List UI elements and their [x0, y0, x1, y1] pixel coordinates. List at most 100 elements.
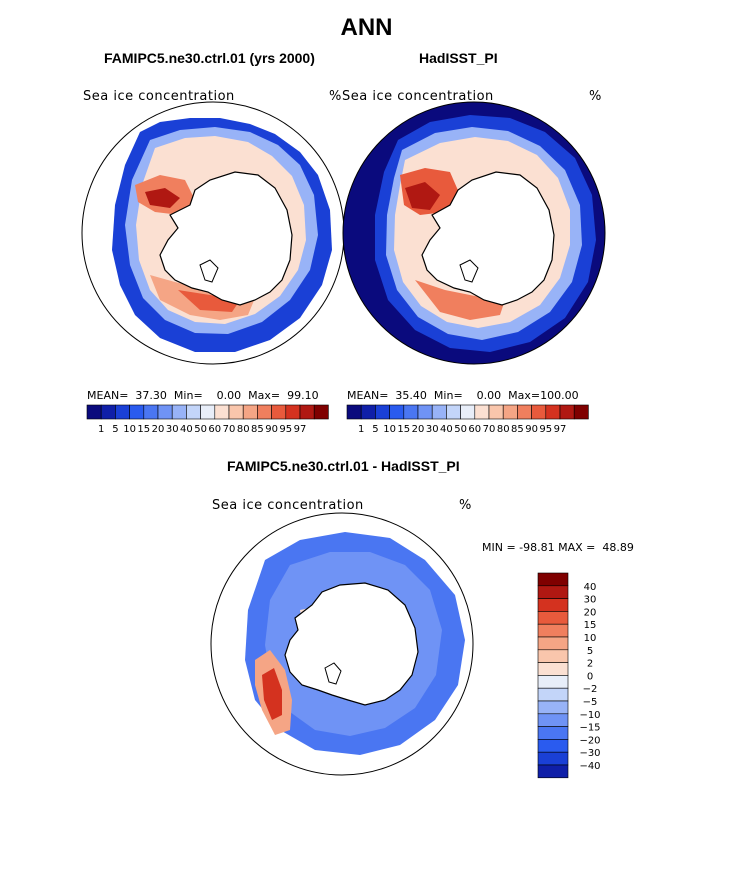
colorbar-swatch	[403, 404, 419, 420]
colorbar-tick-label: 30	[426, 424, 439, 435]
colorbar-tick-label: 2	[587, 659, 593, 670]
colorbar-swatch	[157, 404, 173, 420]
colorbar-swatch	[502, 404, 518, 420]
stats-max-label: Max=	[508, 389, 541, 402]
stats-min-label: Min=	[433, 389, 463, 402]
field-label-diff: Sea ice concentration	[212, 498, 364, 513]
colorbar-tick-label: 5	[587, 646, 593, 657]
colorbar-swatch	[537, 572, 569, 587]
colorbar-swatch	[488, 404, 504, 420]
colorbar-tick-label: 80	[237, 424, 250, 435]
colorbar-tick-label: −30	[579, 748, 600, 759]
colorbar-tick-label: 40	[584, 582, 597, 593]
map-diff	[210, 512, 474, 776]
colorbar-tick-label: 95	[279, 424, 292, 435]
colorbar-tick-label: 20	[152, 424, 165, 435]
colorbar-swatch	[242, 404, 258, 420]
colorbar-tick-label: −5	[583, 697, 598, 708]
colorbar-tick-label: 85	[511, 424, 524, 435]
colorbar-swatch	[537, 662, 569, 676]
colorbar-tick-label: 5	[112, 424, 118, 435]
colorbar-tick-label: 40	[440, 424, 453, 435]
colorbar-swatch	[537, 598, 569, 612]
colorbar-tick-label: −20	[579, 735, 600, 746]
colorbar-swatch	[100, 404, 116, 420]
colorbar-swatch	[171, 404, 187, 420]
colorbar-tick-label: 85	[251, 424, 264, 435]
stats-min-value: 0.00	[476, 389, 502, 402]
colorbar-tick-label: 95	[539, 424, 552, 435]
colorbar-swatch	[346, 404, 362, 420]
colorbar-swatch	[531, 404, 547, 420]
panel-title-obs: HadISST_PI	[419, 50, 498, 66]
colorbar-tick-label: 5	[372, 424, 378, 435]
stats-mean-value: 37.30	[135, 389, 167, 402]
stats-mean-label: MEAN=	[87, 389, 129, 402]
colorbar-swatch	[559, 404, 575, 420]
colorbar-swatch	[417, 404, 433, 420]
stats-max-value: 100.00	[540, 389, 579, 402]
stats-min-value: 0.00	[216, 389, 242, 402]
colorbar-swatch	[214, 404, 230, 420]
colorbar-swatch	[537, 726, 569, 740]
map-model	[81, 101, 345, 365]
colorbar-tick-label: −2	[583, 684, 598, 695]
colorbar-tick-label: 70	[223, 424, 236, 435]
colorbar-tick-label: 15	[137, 424, 150, 435]
colorbar-tick-label: 70	[483, 424, 496, 435]
colorbar-tick-label: 90	[525, 424, 538, 435]
colorbar-swatch	[537, 623, 569, 638]
stats-mean-value: 35.40	[395, 389, 427, 402]
colorbar-tick-label: 15	[584, 620, 597, 631]
colorbar-swatch	[537, 700, 569, 715]
colorbar-tick-label: 15	[397, 424, 410, 435]
colorbar-swatch	[474, 404, 490, 420]
map-obs	[342, 101, 606, 365]
stats-max-value: 99.10	[287, 389, 319, 402]
colorbar-swatch	[271, 404, 287, 420]
colorbars-horizontal: 1 5 10 15 20 30 40 50 60 70 80 85 90 95 97 1 5 10 15 20 30 4…	[86, 404, 589, 435]
colorbar-tick-label: −10	[579, 710, 600, 721]
colorbar-swatch	[257, 404, 272, 420]
colorbar-swatch	[299, 404, 315, 420]
colorbar-tick-label: 1	[358, 424, 364, 435]
panel-title-diff: FAMIPC5.ne30.ctrl.01 - HadISST_PI	[227, 458, 460, 474]
colorbar-swatch	[517, 404, 532, 420]
units-label-diff: %	[459, 498, 472, 513]
colorbar-swatch	[446, 404, 461, 420]
colorbar-swatch	[537, 739, 569, 753]
colorbar-tick-label: 60	[208, 424, 221, 435]
panel-title-model: FAMIPC5.ne30.ctrl.01 (yrs 2000)	[104, 50, 315, 66]
colorbar-tick-label: 1	[98, 424, 104, 435]
stats-mean-label: MEAN=	[347, 389, 389, 402]
colorbar-swatch	[186, 404, 201, 420]
colorbar-tick-label: 60	[468, 424, 481, 435]
colorbar-swatch	[360, 404, 376, 420]
colorbar-swatch	[537, 649, 569, 663]
colorbar-swatch	[228, 404, 244, 420]
colorbar-tick-label: 10	[123, 424, 136, 435]
colorbar-swatch	[537, 751, 569, 766]
colorbar-tick-label: 30	[584, 595, 597, 606]
colorbar-swatch	[375, 404, 390, 420]
colorbar-tick-label: 50	[194, 424, 207, 435]
colorbar-swatch	[537, 636, 569, 651]
colorbar-swatch	[537, 675, 569, 689]
colorbar-swatch	[537, 585, 569, 599]
colorbar-tick-label: −40	[579, 761, 600, 772]
minmax-label-diff: MIN = -98.81 MAX = 48.89	[482, 541, 634, 554]
colorbar-tick-label: 97	[294, 424, 307, 435]
colorbar-obs: 1 5 10 15 20 30 40 50 60 70 80 85 90 95 97	[346, 404, 589, 435]
colorbar-swatch	[537, 687, 569, 702]
colorbar-swatch	[573, 404, 589, 420]
colorbar-swatch	[537, 764, 569, 779]
colorbar-tick-label: 10	[584, 633, 597, 644]
colorbar-tick-label: 20	[584, 607, 597, 618]
colorbar-tick-label: 40	[180, 424, 193, 435]
colorbar-tick-label: −15	[579, 723, 600, 734]
stats-min-label: Min=	[173, 389, 203, 402]
colorbar-tick-label: 80	[497, 424, 510, 435]
colorbar-swatch	[313, 404, 329, 420]
